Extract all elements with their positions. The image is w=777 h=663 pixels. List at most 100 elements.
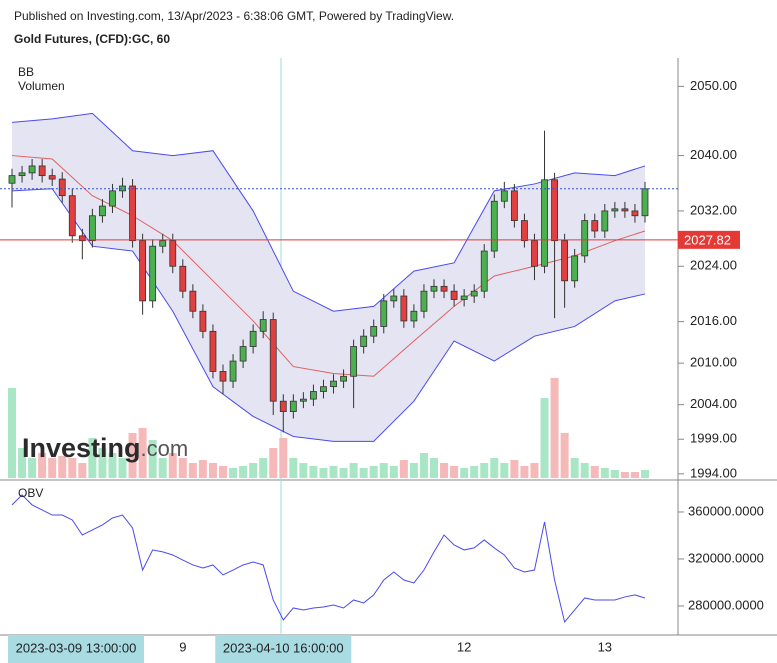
candle-body [129,185,136,242]
obv-legend: OBV [18,486,43,500]
band-legend: BB [18,65,34,79]
x-tick-label: 2023-04-10 16:00:00 [223,640,344,655]
volume-bar [28,458,37,478]
volume-bar [188,463,197,478]
candle-body [99,205,106,217]
volume-bar [450,466,459,478]
volume-bar [389,466,398,478]
volume-bar [98,448,107,478]
obv-tick-label: 280000.0000 [688,597,764,612]
candle-body [591,220,599,232]
price-label-box [678,230,740,249]
volume-legend: Volumen [18,79,65,93]
candle-body [581,220,589,257]
volume-bar [229,468,238,478]
candle-body [521,220,528,242]
candle-body [310,391,317,400]
y-tick-label: 2004.00 [690,396,737,411]
volume-bar [329,466,338,478]
candle-body [28,165,36,174]
volume-bar [18,448,27,478]
candle-body [541,179,548,267]
time-label-box [215,635,352,663]
candle-body [571,255,579,282]
y-tick-label: 2010.00 [690,355,737,370]
volume-bar [530,463,539,478]
volume-bar [8,388,16,478]
candle-body [239,346,247,362]
publisher-note: Published on Investing.com, 13/Apr/2023 … [14,9,454,23]
volume-bar [560,433,569,478]
volume-bar [510,460,519,478]
volume-bar [490,458,499,478]
volume-bar [208,463,217,478]
volume-bar [198,460,207,478]
candle-body [189,290,197,312]
symbol-title: Gold Futures, (CFD):GC, 60 [14,32,170,46]
price-label: 2027.82 [684,232,731,247]
volume-bar [419,453,428,478]
candle-body [179,265,187,292]
candle-body [269,319,277,402]
candle-body [38,165,46,177]
candle-body [259,319,267,332]
volume-bar [620,472,629,478]
candle-body [370,326,378,337]
volume-bar [259,458,268,478]
volume-bar [58,456,67,478]
volume-bar [359,468,368,478]
candle-body [88,215,96,242]
candle-body [139,240,147,302]
candle-body [360,335,368,347]
candle-body [330,380,337,388]
volume-bar [570,458,579,478]
candle-body [209,330,217,372]
volume-bar [219,466,227,478]
candle-body [149,245,157,302]
candle-body [500,190,508,202]
x-tick-label: 12 [457,639,471,654]
candle-body [621,208,629,212]
candle-body [380,300,388,327]
volume-bar [369,466,378,478]
y-tick-label: 2040.00 [690,147,737,162]
volume-bar [641,470,649,478]
obv-tick-label: 360000.0000 [688,503,764,518]
candle-body [450,290,458,300]
volume-bar [470,466,479,478]
watermark: Investing.com [22,433,188,463]
volume-bar [269,448,278,478]
y-tick-label: 1994.00 [690,465,737,480]
candle-body [320,386,327,392]
volume-bar [168,453,177,478]
candle-body [289,400,297,412]
candle-body [48,175,56,180]
candle-body [490,200,498,252]
candle-body [219,371,227,382]
volume-bar [590,466,599,478]
candle-body [531,240,538,267]
volume-bar [580,463,589,478]
candle-body [58,178,66,197]
candle-body [340,375,347,382]
candle-body [641,188,649,217]
volume-bar [178,458,187,478]
candle-body [440,285,448,292]
candle-body [159,240,167,247]
volume-bar [610,470,619,478]
volume-bar [500,463,509,478]
volume-bar [148,440,157,478]
candle-body [601,210,609,232]
volume-bar [38,453,47,478]
candle-body [480,250,488,292]
candle-body [169,240,177,267]
volume-bar [68,458,77,478]
candle-body [430,285,438,292]
volume-bar [299,463,308,478]
candle-body [229,360,237,382]
candle-body [510,190,518,222]
volume-bar [339,468,348,478]
x-tick-label: 2023-03-09 13:00:00 [16,640,137,655]
volume-bar [349,463,358,478]
volume-bar [88,438,97,478]
